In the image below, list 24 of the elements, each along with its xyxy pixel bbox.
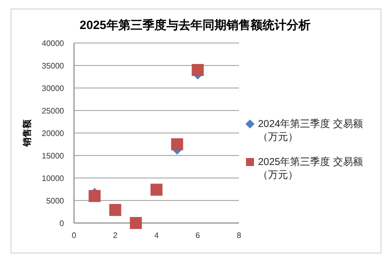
point: [171, 138, 184, 150]
point: [192, 64, 204, 76]
y-axis-title: 销售额: [22, 118, 32, 148]
x-tick-label: 6: [196, 231, 201, 240]
point: [150, 184, 162, 196]
x-tick-label: 8: [236, 231, 242, 240]
point: [109, 204, 122, 216]
legend-label: 2024年第三季度 交易额（万元）: [257, 118, 364, 144]
y-tick-label: 5000: [46, 196, 65, 206]
y-tick-label: 20000: [42, 129, 65, 138]
y-tick-label: 0: [60, 219, 65, 228]
chart-title: 2025年第三季度与去年同期销售额统计分析: [80, 18, 310, 32]
legend-label: 2025年第三季度 交易额（万元）: [257, 156, 364, 182]
x-tick-label: 0: [72, 231, 77, 240]
y-tick-label: 25000: [42, 106, 65, 116]
x-tick-label: 4: [154, 231, 160, 240]
point: [88, 190, 101, 202]
x-tick-label: 2: [113, 231, 118, 240]
y-tick-label: 10000: [42, 174, 65, 183]
y-tick-label: 15000: [42, 152, 65, 160]
y-tick-label: 30000: [42, 84, 65, 93]
y-tick-label: 35000: [42, 62, 65, 70]
y-tick-label: 40000: [42, 39, 65, 48]
point: [130, 217, 142, 229]
